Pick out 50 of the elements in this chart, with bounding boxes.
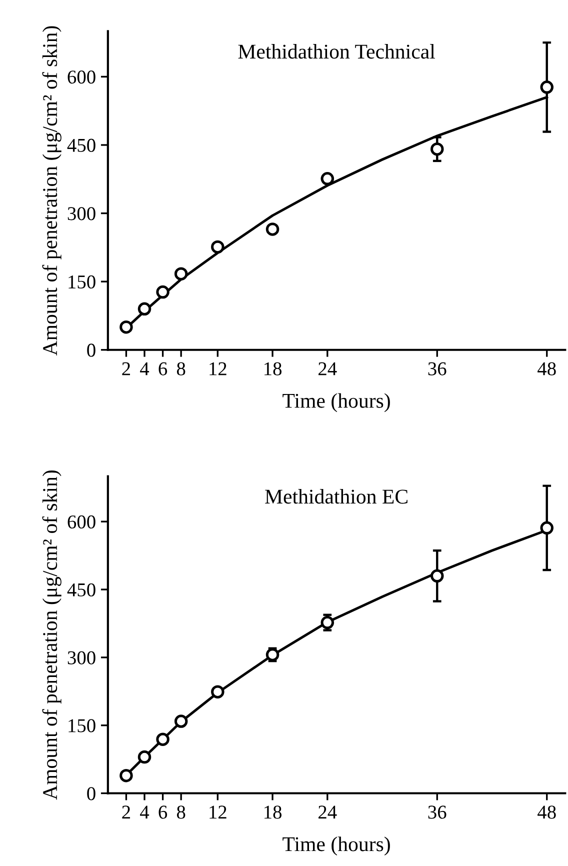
point (120, 320, 133, 334)
x-tick-label: 36 (428, 806, 446, 819)
x-axis-title: Time (hours) (282, 836, 390, 856)
y-tick-label: 600 (68, 70, 96, 84)
x-tick-label: 18 (264, 806, 282, 819)
point (138, 750, 152, 764)
x-tick-label: 4 (140, 806, 150, 819)
y-tick-label: 300 (68, 651, 96, 664)
x-tick-label: 24 (318, 362, 337, 376)
x-tick-label: 2 (122, 362, 130, 376)
point (156, 732, 170, 746)
x-tick-label: 12 (210, 362, 226, 376)
y-tick-label: 600 (68, 515, 96, 529)
y-tick-label: 450 (67, 138, 96, 152)
x-tick-label: 24 (318, 806, 337, 819)
x-tick-label: 36 (428, 362, 446, 376)
point (120, 768, 133, 782)
point (211, 240, 224, 254)
point (430, 142, 444, 156)
x-tick-label: 2 (122, 806, 130, 819)
y-tick-label: 150 (68, 275, 96, 289)
x-tick-label: 8 (176, 806, 186, 819)
x-axis-title: Time (hours) (282, 393, 390, 412)
y-axis-title: Amount of penetration (μg/cm² of skin) (42, 26, 62, 356)
y-tick-label: 450 (67, 583, 96, 596)
y-tick-label: 150 (68, 719, 96, 732)
x-tick-label: 48 (538, 362, 556, 376)
y-tick-label: 300 (68, 207, 96, 220)
point (211, 685, 224, 698)
x-tick-label: 6 (158, 362, 168, 376)
chart-title: Methidathion Technical (238, 44, 435, 59)
chart-title: Methidathion EC (265, 489, 408, 504)
y-tick-label: 0 (87, 787, 96, 800)
point (430, 569, 444, 583)
y-axis-title: Amount of penetration (μg/cm² of skin) (42, 470, 62, 800)
point (320, 172, 334, 186)
point (540, 521, 554, 535)
point (266, 222, 280, 236)
point (540, 80, 554, 94)
point (174, 267, 188, 280)
point (138, 302, 152, 316)
point (156, 285, 170, 299)
y-tick-label: 0 (87, 344, 96, 357)
x-tick-label: 4 (140, 362, 150, 376)
point (174, 714, 188, 728)
x-tick-label: 8 (176, 362, 186, 376)
x-tick-label: 12 (210, 806, 226, 819)
x-tick-label: 48 (538, 806, 556, 819)
x-tick-label: 6 (158, 806, 168, 819)
x-tick-label: 18 (264, 362, 282, 376)
